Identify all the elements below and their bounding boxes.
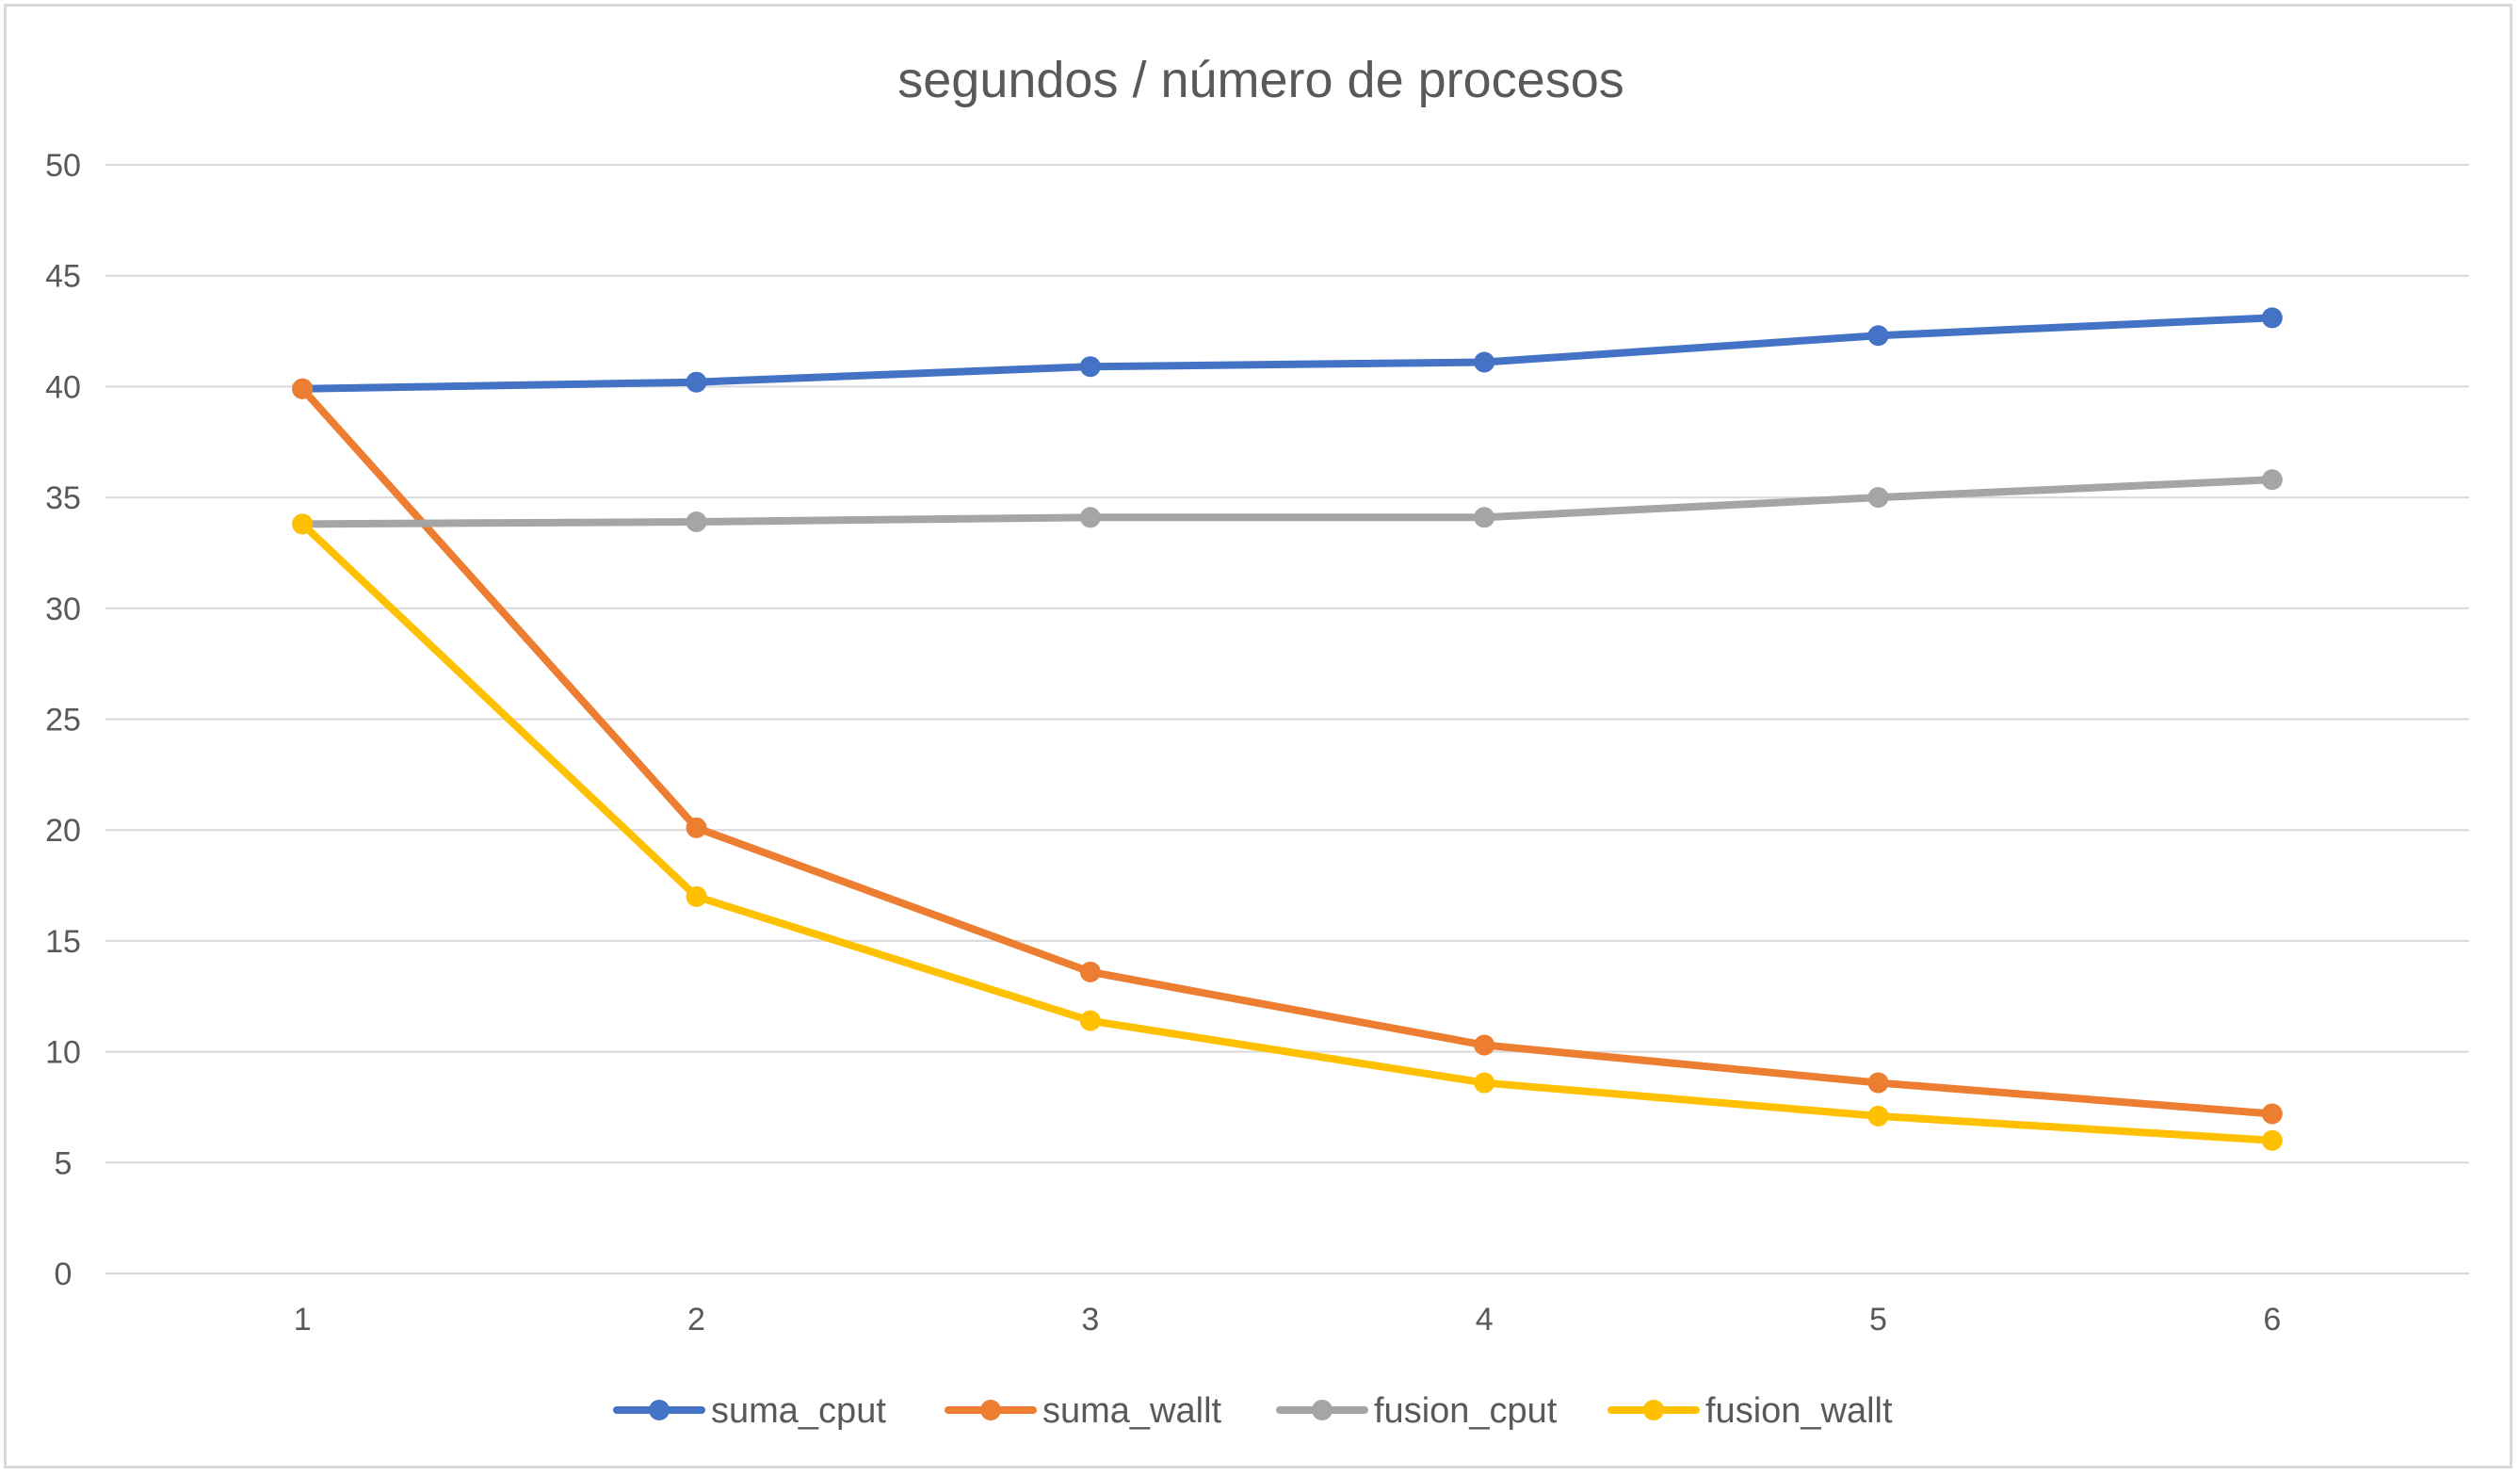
legend-marker [1643, 1400, 1664, 1420]
series-line [299, 384, 2276, 1118]
data-point [686, 885, 707, 907]
y-tick-label: 25 [45, 703, 81, 738]
y-tick-label: 30 [45, 592, 81, 627]
data-point [1079, 507, 1101, 528]
y-tick-label: 45 [45, 259, 81, 295]
series-fusion_cput [292, 469, 2283, 535]
data-point [1474, 507, 1495, 528]
data-point [1079, 1010, 1101, 1031]
data-point [2261, 307, 2283, 329]
series-line [299, 520, 2276, 1144]
legend-marker [1312, 1400, 1333, 1420]
legend-label: fusion_wallt [1705, 1391, 1893, 1431]
data-point [1867, 487, 1889, 509]
legend-label: suma_wallt [1042, 1391, 1222, 1431]
x-tick-label: 6 [2263, 1302, 2281, 1338]
y-tick-label: 50 [45, 148, 81, 184]
data-point [1474, 1072, 1495, 1094]
y-axis-ticks: 0 5 10 15 20 25 30 35 40 45 50 [45, 148, 81, 1292]
data-point [2261, 469, 2283, 491]
legend-item-suma_wallt: suma_wallt [945, 1391, 1222, 1431]
x-tick-label: 5 [1869, 1302, 1887, 1338]
x-tick-label: 3 [1081, 1302, 1099, 1338]
data-point [686, 511, 707, 532]
legend-marker [649, 1400, 670, 1420]
data-point [1474, 351, 1495, 373]
data-point [686, 371, 707, 393]
chart-area: segundos / número de procesos 0 5 10 15 20 25… [4, 4, 2512, 1468]
data-point [1867, 1105, 1889, 1127]
data-point [2261, 1129, 2283, 1151]
x-tick-label: 1 [294, 1302, 312, 1338]
chart-title: segundos / número de procesos [897, 52, 1623, 108]
series-lines [292, 307, 2283, 1151]
data-point [1079, 356, 1101, 378]
data-point [292, 378, 314, 399]
series-suma_cput [292, 307, 2283, 399]
y-tick-label: 5 [55, 1145, 73, 1181]
data-point [1079, 961, 1101, 982]
line-chart: segundos / número de procesos 0510152025… [45, 52, 2469, 1431]
legend-item-suma_cput: suma_cput [613, 1391, 886, 1431]
x-tick-label: 4 [1476, 1302, 1494, 1338]
data-point [292, 513, 314, 535]
x-tick-label: 2 [687, 1302, 705, 1338]
legend: suma_cput suma_wallt fusion_cput fusion_wal… [613, 1391, 1893, 1431]
legend-item-fusion_wallt: fusion_wallt [1607, 1391, 1893, 1431]
y-tick-label: 40 [45, 369, 81, 405]
legend-label: suma_cput [711, 1391, 886, 1431]
data-point [686, 817, 707, 838]
y-tick-label: 0 [55, 1257, 73, 1292]
legend-item-fusion_cput: fusion_cput [1276, 1391, 1558, 1431]
x-axis-ticks: 1 2 3 4 5 6 [294, 1302, 2282, 1338]
y-tick-label: 20 [45, 813, 81, 849]
data-point [1867, 325, 1889, 347]
y-tick-label: 10 [45, 1035, 81, 1071]
legend-marker [980, 1400, 1001, 1420]
series-fusion_wallt [292, 513, 2283, 1151]
y-tick-label: 35 [45, 480, 81, 516]
data-point [1867, 1072, 1889, 1094]
data-point [1474, 1034, 1495, 1056]
gridlines [105, 164, 2469, 1274]
data-point [2261, 1103, 2283, 1125]
y-tick-label: 15 [45, 924, 81, 960]
legend-label: fusion_cput [1374, 1391, 1558, 1431]
series-line [299, 314, 2276, 393]
series-suma_wallt [292, 378, 2283, 1125]
series-line [299, 476, 2276, 528]
